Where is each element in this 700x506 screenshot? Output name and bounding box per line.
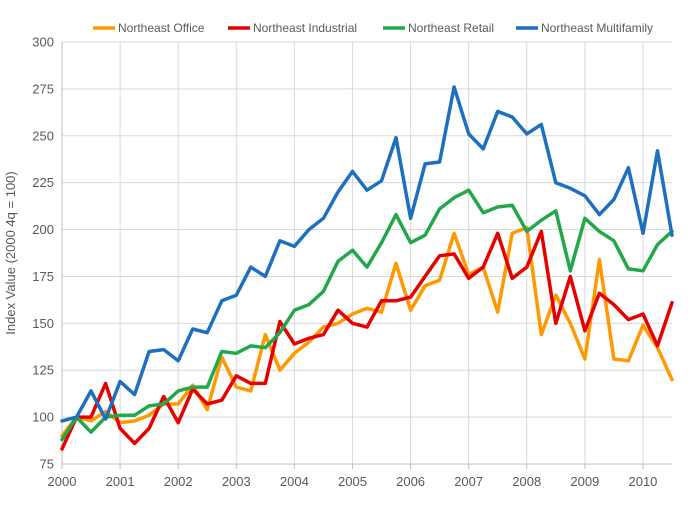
x-tick-label: 2000 [48,474,77,489]
y-tick-label: 125 [32,363,54,378]
y-tick-label: 150 [32,316,54,331]
legend-label-northeast-retail: Northeast Retail [408,21,494,35]
y-tick-label: 225 [32,175,54,190]
legend-label-northeast-office: Northeast Office [118,21,205,35]
series-line-northeast-retail [60,188,674,442]
y-tick-label: 275 [32,81,54,96]
y-tick-label: 200 [32,222,54,237]
x-tick-label: 2007 [454,474,483,489]
x-tick-label: 2004 [280,474,309,489]
x-tick-label: 2003 [222,474,251,489]
y-tick-label: 250 [32,128,54,143]
x-tick-label: 2009 [570,474,599,489]
series-lines [60,85,674,451]
y-tick-label: 300 [32,35,54,50]
y-axis-title: Index Value (2000 4q = 100) [3,171,18,334]
legend-label-northeast-industrial: Northeast Industrial [253,21,357,35]
y-tick-label: 75 [40,457,54,472]
y-tick-label: 100 [32,410,54,425]
legend-label-northeast-multifamily: Northeast Multifamily [541,21,653,35]
plot-area [62,42,672,464]
x-tick-label: 2010 [628,474,657,489]
x-tick-label: 2001 [106,474,135,489]
axes: 75 100 125 150 175 200 225 250 275 300 2000 2001 200… [32,35,672,489]
x-tick-label: 2002 [164,474,193,489]
x-tick-label: 2006 [396,474,425,489]
legend: Northeast Office Northeast Industrial Nort… [93,21,653,35]
y-tick-label: 175 [32,269,54,284]
series-line-northeast-industrial [60,229,674,451]
series-line-northeast-multifamily [60,85,674,423]
x-tick-label: 2008 [512,474,541,489]
x-tick-label: 2005 [338,474,367,489]
